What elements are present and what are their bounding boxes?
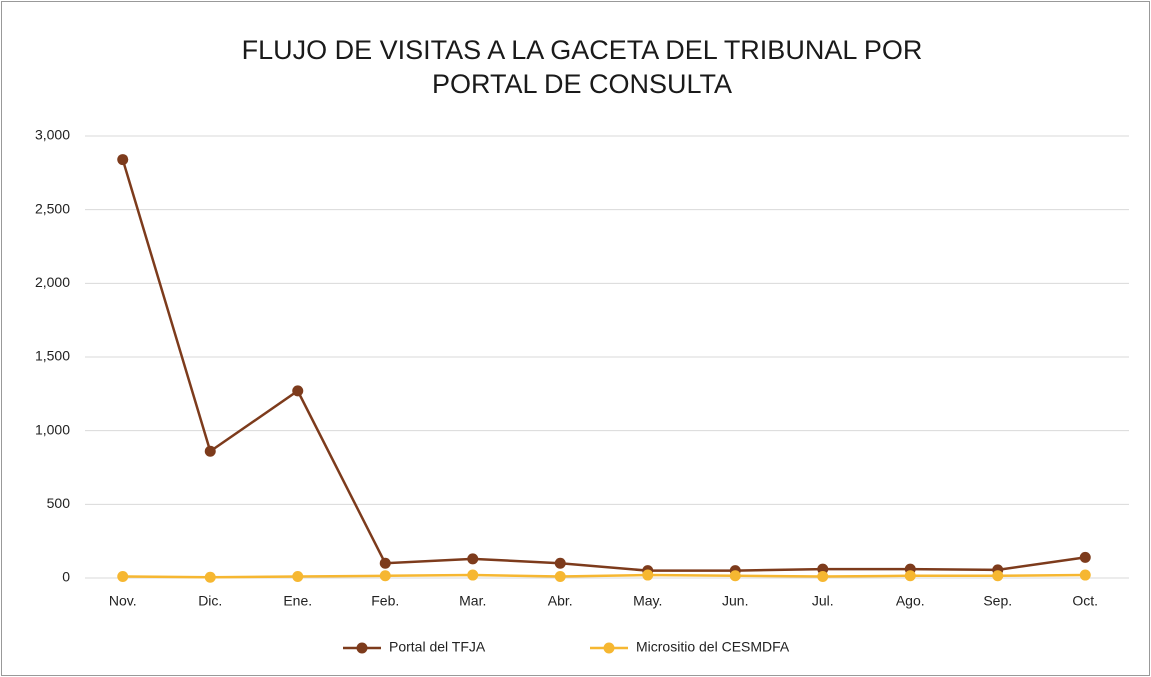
y-tick-label: 0 bbox=[62, 569, 70, 585]
x-tick-label: Abr. bbox=[548, 593, 573, 609]
y-tick-label: 1,000 bbox=[35, 421, 70, 437]
y-tick-label: 1,500 bbox=[35, 348, 70, 364]
x-tick-label: Feb. bbox=[371, 593, 399, 609]
data-point bbox=[729, 570, 741, 582]
data-point bbox=[467, 553, 479, 565]
x-tick-label: Mar. bbox=[459, 593, 486, 609]
data-point bbox=[642, 569, 654, 581]
legend-label: Micrositio del CESMDFA bbox=[636, 639, 790, 655]
data-point bbox=[117, 154, 129, 166]
data-point bbox=[292, 385, 304, 397]
data-point bbox=[904, 570, 916, 582]
x-tick-label: Ago. bbox=[896, 593, 925, 609]
legend-marker bbox=[603, 642, 615, 654]
data-point bbox=[117, 571, 129, 583]
x-tick-label: Oct. bbox=[1072, 593, 1098, 609]
x-tick-label: Jul. bbox=[812, 593, 834, 609]
data-point bbox=[204, 445, 216, 457]
data-point bbox=[204, 571, 216, 583]
x-tick-label: Ene. bbox=[283, 593, 312, 609]
x-tick-label: Dic. bbox=[198, 593, 222, 609]
y-tick-label: 3,000 bbox=[35, 127, 70, 143]
data-point bbox=[292, 571, 304, 583]
legend-label: Portal del TFJA bbox=[389, 639, 486, 655]
data-point bbox=[554, 557, 566, 569]
x-tick-label: Sep. bbox=[983, 593, 1012, 609]
x-tick-label: Jun. bbox=[722, 593, 748, 609]
data-point bbox=[379, 570, 391, 582]
chart-title: FLUJO DE VISITAS A LA GACETA DEL TRIBUNA… bbox=[242, 35, 923, 65]
y-tick-label: 2,000 bbox=[35, 274, 70, 290]
series-line bbox=[122, 573, 1086, 579]
y-tick-label: 500 bbox=[47, 495, 71, 511]
legend-marker bbox=[356, 642, 368, 654]
series-line bbox=[121, 159, 1086, 572]
data-point bbox=[1079, 551, 1091, 563]
x-tick-label: Nov. bbox=[109, 593, 137, 609]
x-tick-label: May. bbox=[633, 593, 662, 609]
data-point bbox=[467, 569, 479, 581]
chart-title: PORTAL DE CONSULTA bbox=[432, 69, 732, 99]
data-point bbox=[554, 571, 566, 583]
y-tick-label: 2,500 bbox=[35, 200, 70, 216]
data-point bbox=[1079, 569, 1091, 581]
data-point bbox=[817, 571, 829, 583]
data-point bbox=[992, 570, 1004, 582]
data-point bbox=[379, 557, 391, 569]
